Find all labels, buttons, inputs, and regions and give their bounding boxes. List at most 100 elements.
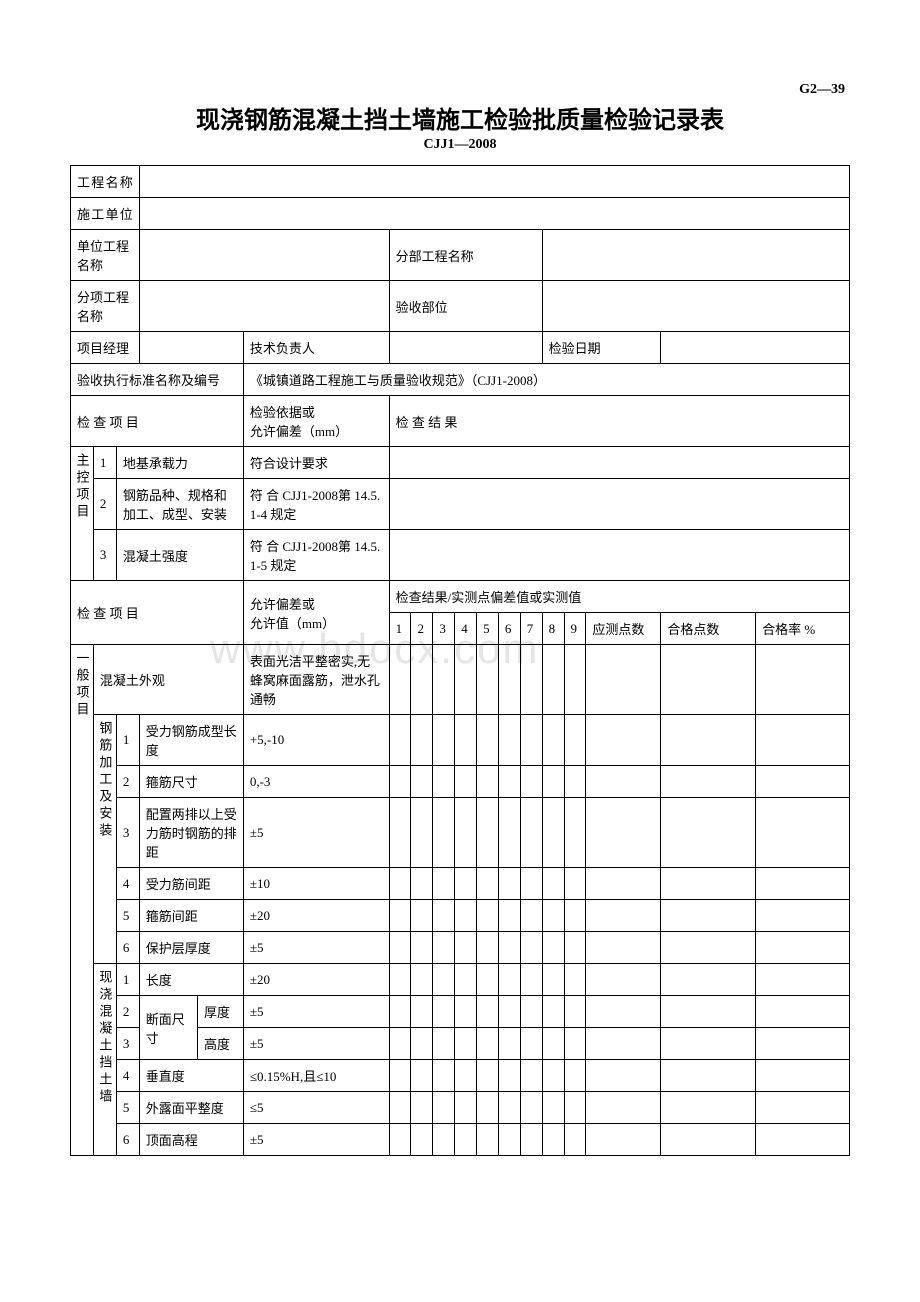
m (498, 645, 520, 715)
row-num: 6 (116, 932, 139, 964)
col-3: 3 (433, 613, 455, 645)
m (455, 900, 477, 932)
col-pass: 合格点数 (661, 613, 756, 645)
col-1: 1 (389, 613, 411, 645)
m (586, 1124, 661, 1156)
item-name: 厚度 (198, 996, 244, 1028)
m (756, 766, 850, 798)
m (661, 964, 756, 996)
m (542, 1092, 564, 1124)
m (389, 1124, 411, 1156)
m (661, 1092, 756, 1124)
m (455, 996, 477, 1028)
row-num: 3 (116, 1028, 139, 1060)
m (389, 1060, 411, 1092)
m (455, 868, 477, 900)
m (411, 964, 433, 996)
appearance-basis: 表面光洁平整密实,无蜂窝麻面露筋，泄水孔通畅 (243, 645, 389, 715)
m (411, 868, 433, 900)
m (433, 1124, 455, 1156)
m (520, 932, 542, 964)
field-sub-proj (542, 230, 849, 281)
m (586, 715, 661, 766)
m (661, 1060, 756, 1092)
col-2: 2 (411, 613, 433, 645)
m (477, 645, 499, 715)
m (586, 996, 661, 1028)
m (564, 1028, 586, 1060)
m (661, 900, 756, 932)
m (586, 1028, 661, 1060)
m (455, 1028, 477, 1060)
group-wall: 现浇混凝土挡土墙 (93, 964, 116, 1156)
m (411, 1028, 433, 1060)
label-std-name: 验收执行标准名称及编号 (71, 364, 244, 396)
m (586, 798, 661, 868)
m (498, 766, 520, 798)
header-check-item-2: 检 查 项 目 (71, 581, 244, 645)
m (433, 964, 455, 996)
m (564, 868, 586, 900)
m (433, 1028, 455, 1060)
item-tol: ±5 (243, 996, 389, 1028)
m (477, 798, 499, 868)
item-tol: ±10 (243, 868, 389, 900)
m (564, 996, 586, 1028)
row-num: 5 (116, 1092, 139, 1124)
group-rebar: 钢筋加工及安装 (93, 715, 116, 964)
page-subtitle: CJJ1—2008 (70, 137, 850, 153)
m (520, 715, 542, 766)
m (542, 766, 564, 798)
m (498, 868, 520, 900)
field-item-proj (139, 281, 389, 332)
field-proj-mgr (139, 332, 243, 364)
m (756, 964, 850, 996)
m (411, 900, 433, 932)
m (389, 1092, 411, 1124)
item-tol: ±20 (243, 900, 389, 932)
m (433, 1060, 455, 1092)
m (756, 868, 850, 900)
header-result-measured: 检查结果/实测点偏差值或实测值 (389, 581, 849, 613)
m (433, 996, 455, 1028)
label-item-proj: 分项工程名称 (71, 281, 140, 332)
item-name: 配置两排以上受力筋时钢筋的排距 (139, 798, 243, 868)
label-proj-mgr: 项目经理 (71, 332, 140, 364)
m (586, 1092, 661, 1124)
m (411, 1124, 433, 1156)
m (433, 868, 455, 900)
m (389, 932, 411, 964)
m (498, 932, 520, 964)
m (564, 1060, 586, 1092)
m (520, 645, 542, 715)
col-4: 4 (455, 613, 477, 645)
row-num: 6 (116, 1124, 139, 1156)
field-builder (139, 198, 849, 230)
col-expected: 应测点数 (586, 613, 661, 645)
m (520, 964, 542, 996)
m (756, 1028, 850, 1060)
m (586, 900, 661, 932)
m (520, 798, 542, 868)
col-5: 5 (477, 613, 499, 645)
m (661, 996, 756, 1028)
item-name: 钢筋品种、规格和加工、成型、安装 (116, 479, 243, 530)
item-name: 高度 (198, 1028, 244, 1060)
m (586, 932, 661, 964)
m (661, 868, 756, 900)
m (389, 868, 411, 900)
m (756, 715, 850, 766)
item-tol: ±5 (243, 1028, 389, 1060)
m (389, 996, 411, 1028)
item-tol: +5,-10 (243, 715, 389, 766)
item-basis: 符 合 CJJ1-2008第 14.5.1-4 规定 (243, 479, 389, 530)
item-name: 混凝土强度 (116, 530, 243, 581)
m (455, 715, 477, 766)
label-sub-proj: 分部工程名称 (389, 230, 542, 281)
inspection-table: 工程名称 施工单位 单位工程名称 分部工程名称 分项工程名称 验收部位 项目经理… (70, 165, 850, 1156)
m (564, 715, 586, 766)
item-name: 保护层厚度 (139, 932, 243, 964)
header-basis: 检验依据或 允许偏差（mm） (243, 396, 389, 447)
m (498, 964, 520, 996)
m (542, 932, 564, 964)
